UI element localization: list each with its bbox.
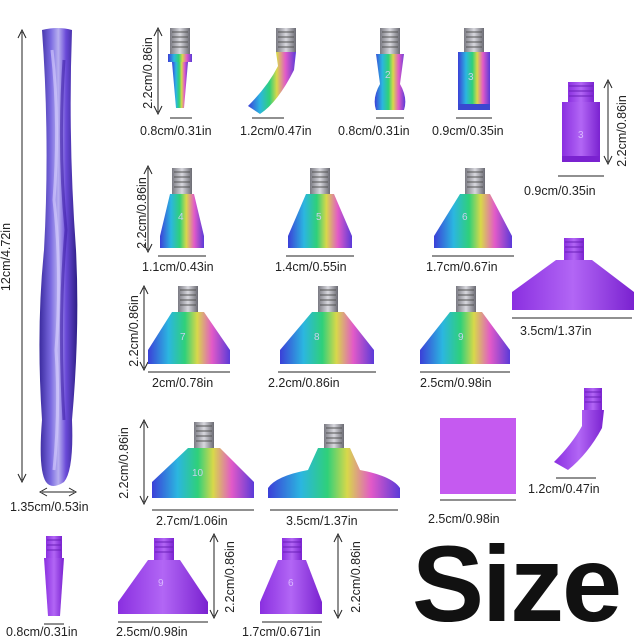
h4-number: 3 bbox=[468, 72, 474, 83]
h3-width-label: 0.8cm/0.31in bbox=[338, 124, 410, 138]
h19-height-label: 2.2cm/0.86in bbox=[349, 541, 363, 613]
tip-head-3-image bbox=[456, 28, 492, 119]
diamond-pen-image bbox=[17, 28, 78, 497]
pen-length-label: 12cm/4.72in bbox=[0, 222, 13, 292]
h9-width-label: 2cm/0.78in bbox=[152, 376, 214, 390]
bent-tip-head-image bbox=[248, 28, 296, 119]
h1-height-label: 2.2cm/0.86in bbox=[141, 37, 155, 109]
plastic-tip-6-image bbox=[260, 532, 343, 623]
tip-head-9-image bbox=[420, 286, 510, 373]
tip-head-4-image bbox=[143, 164, 206, 257]
h16-width-label: 1.2cm/0.47in bbox=[528, 482, 600, 496]
h5-width-label: 0.9cm/0.35in bbox=[524, 184, 596, 198]
h19-width-label: 1.7cm/0.671in bbox=[242, 625, 321, 639]
size-headline: Size bbox=[412, 523, 622, 644]
tip-head-2-image bbox=[374, 28, 406, 119]
h9-number: 7 bbox=[180, 332, 186, 343]
h7-width-label: 1.4cm/0.55in bbox=[275, 260, 347, 274]
h13-height-label: 2.2cm/0.86in bbox=[117, 427, 131, 499]
narrow-plastic-tip-image bbox=[44, 536, 64, 625]
h1-width-label: 0.8cm/0.31in bbox=[140, 124, 212, 138]
plastic-tip-9-image bbox=[118, 532, 219, 623]
h10-width-label: 2.2cm/0.86in bbox=[268, 376, 340, 390]
h7-number: 5 bbox=[316, 212, 322, 223]
wide-plastic-tip-image bbox=[512, 238, 634, 319]
tip-head-10-image bbox=[139, 418, 254, 511]
tip-head-7-image bbox=[139, 284, 230, 373]
h8-width-label: 1.7cm/0.67in bbox=[426, 260, 498, 274]
plastic-tip-3-image bbox=[558, 78, 613, 177]
tip-head-5-image bbox=[286, 168, 354, 257]
h18-height-label: 2.2cm/0.86in bbox=[223, 541, 237, 613]
square-dimension-line bbox=[440, 499, 516, 501]
h5-height-label: 2.2cm/0.86in bbox=[615, 95, 629, 167]
h8-number: 6 bbox=[462, 212, 468, 223]
tip-head-8-image bbox=[278, 286, 376, 373]
h9-height-label: 2.2cm/0.86in bbox=[127, 295, 141, 367]
h3-number: 2 bbox=[385, 70, 391, 81]
h17-width-label: 0.8cm/0.31in bbox=[6, 625, 78, 639]
h5-number: 3 bbox=[578, 130, 584, 141]
h18-number: 9 bbox=[158, 578, 164, 589]
h14-width-label: 3.5cm/1.37in bbox=[286, 514, 358, 528]
h4-width-label: 0.9cm/0.35in bbox=[432, 124, 504, 138]
h12-width-label: 3.5cm/1.37in bbox=[520, 324, 592, 338]
h11-width-label: 2.5cm/0.98in bbox=[420, 376, 492, 390]
tip-head-6-image bbox=[432, 168, 514, 257]
h11-number: 9 bbox=[458, 332, 464, 343]
h19-number: 6 bbox=[288, 578, 294, 589]
square-applicator-pad bbox=[440, 418, 516, 494]
h10-number: 8 bbox=[314, 332, 320, 343]
h6-height-label: 2.2cm/0.86in bbox=[135, 177, 149, 249]
h6-number: 4 bbox=[178, 212, 184, 223]
tip-head-11-image bbox=[268, 424, 400, 511]
tip-head-image bbox=[153, 26, 192, 119]
pen-width-label: 1.35cm/0.53in bbox=[10, 500, 89, 514]
h18-width-label: 2.5cm/0.98in bbox=[116, 625, 188, 639]
h6-width-label: 1.1cm/0.43in bbox=[142, 260, 214, 274]
h2-width-label: 1.2cm/0.47in bbox=[240, 124, 312, 138]
h13-width-label: 2.7cm/1.06in bbox=[156, 514, 228, 528]
h13-number: 10 bbox=[192, 468, 204, 479]
bent-plastic-tip-image bbox=[554, 388, 604, 479]
h15-width-label: 2.5cm/0.98in bbox=[428, 512, 500, 526]
